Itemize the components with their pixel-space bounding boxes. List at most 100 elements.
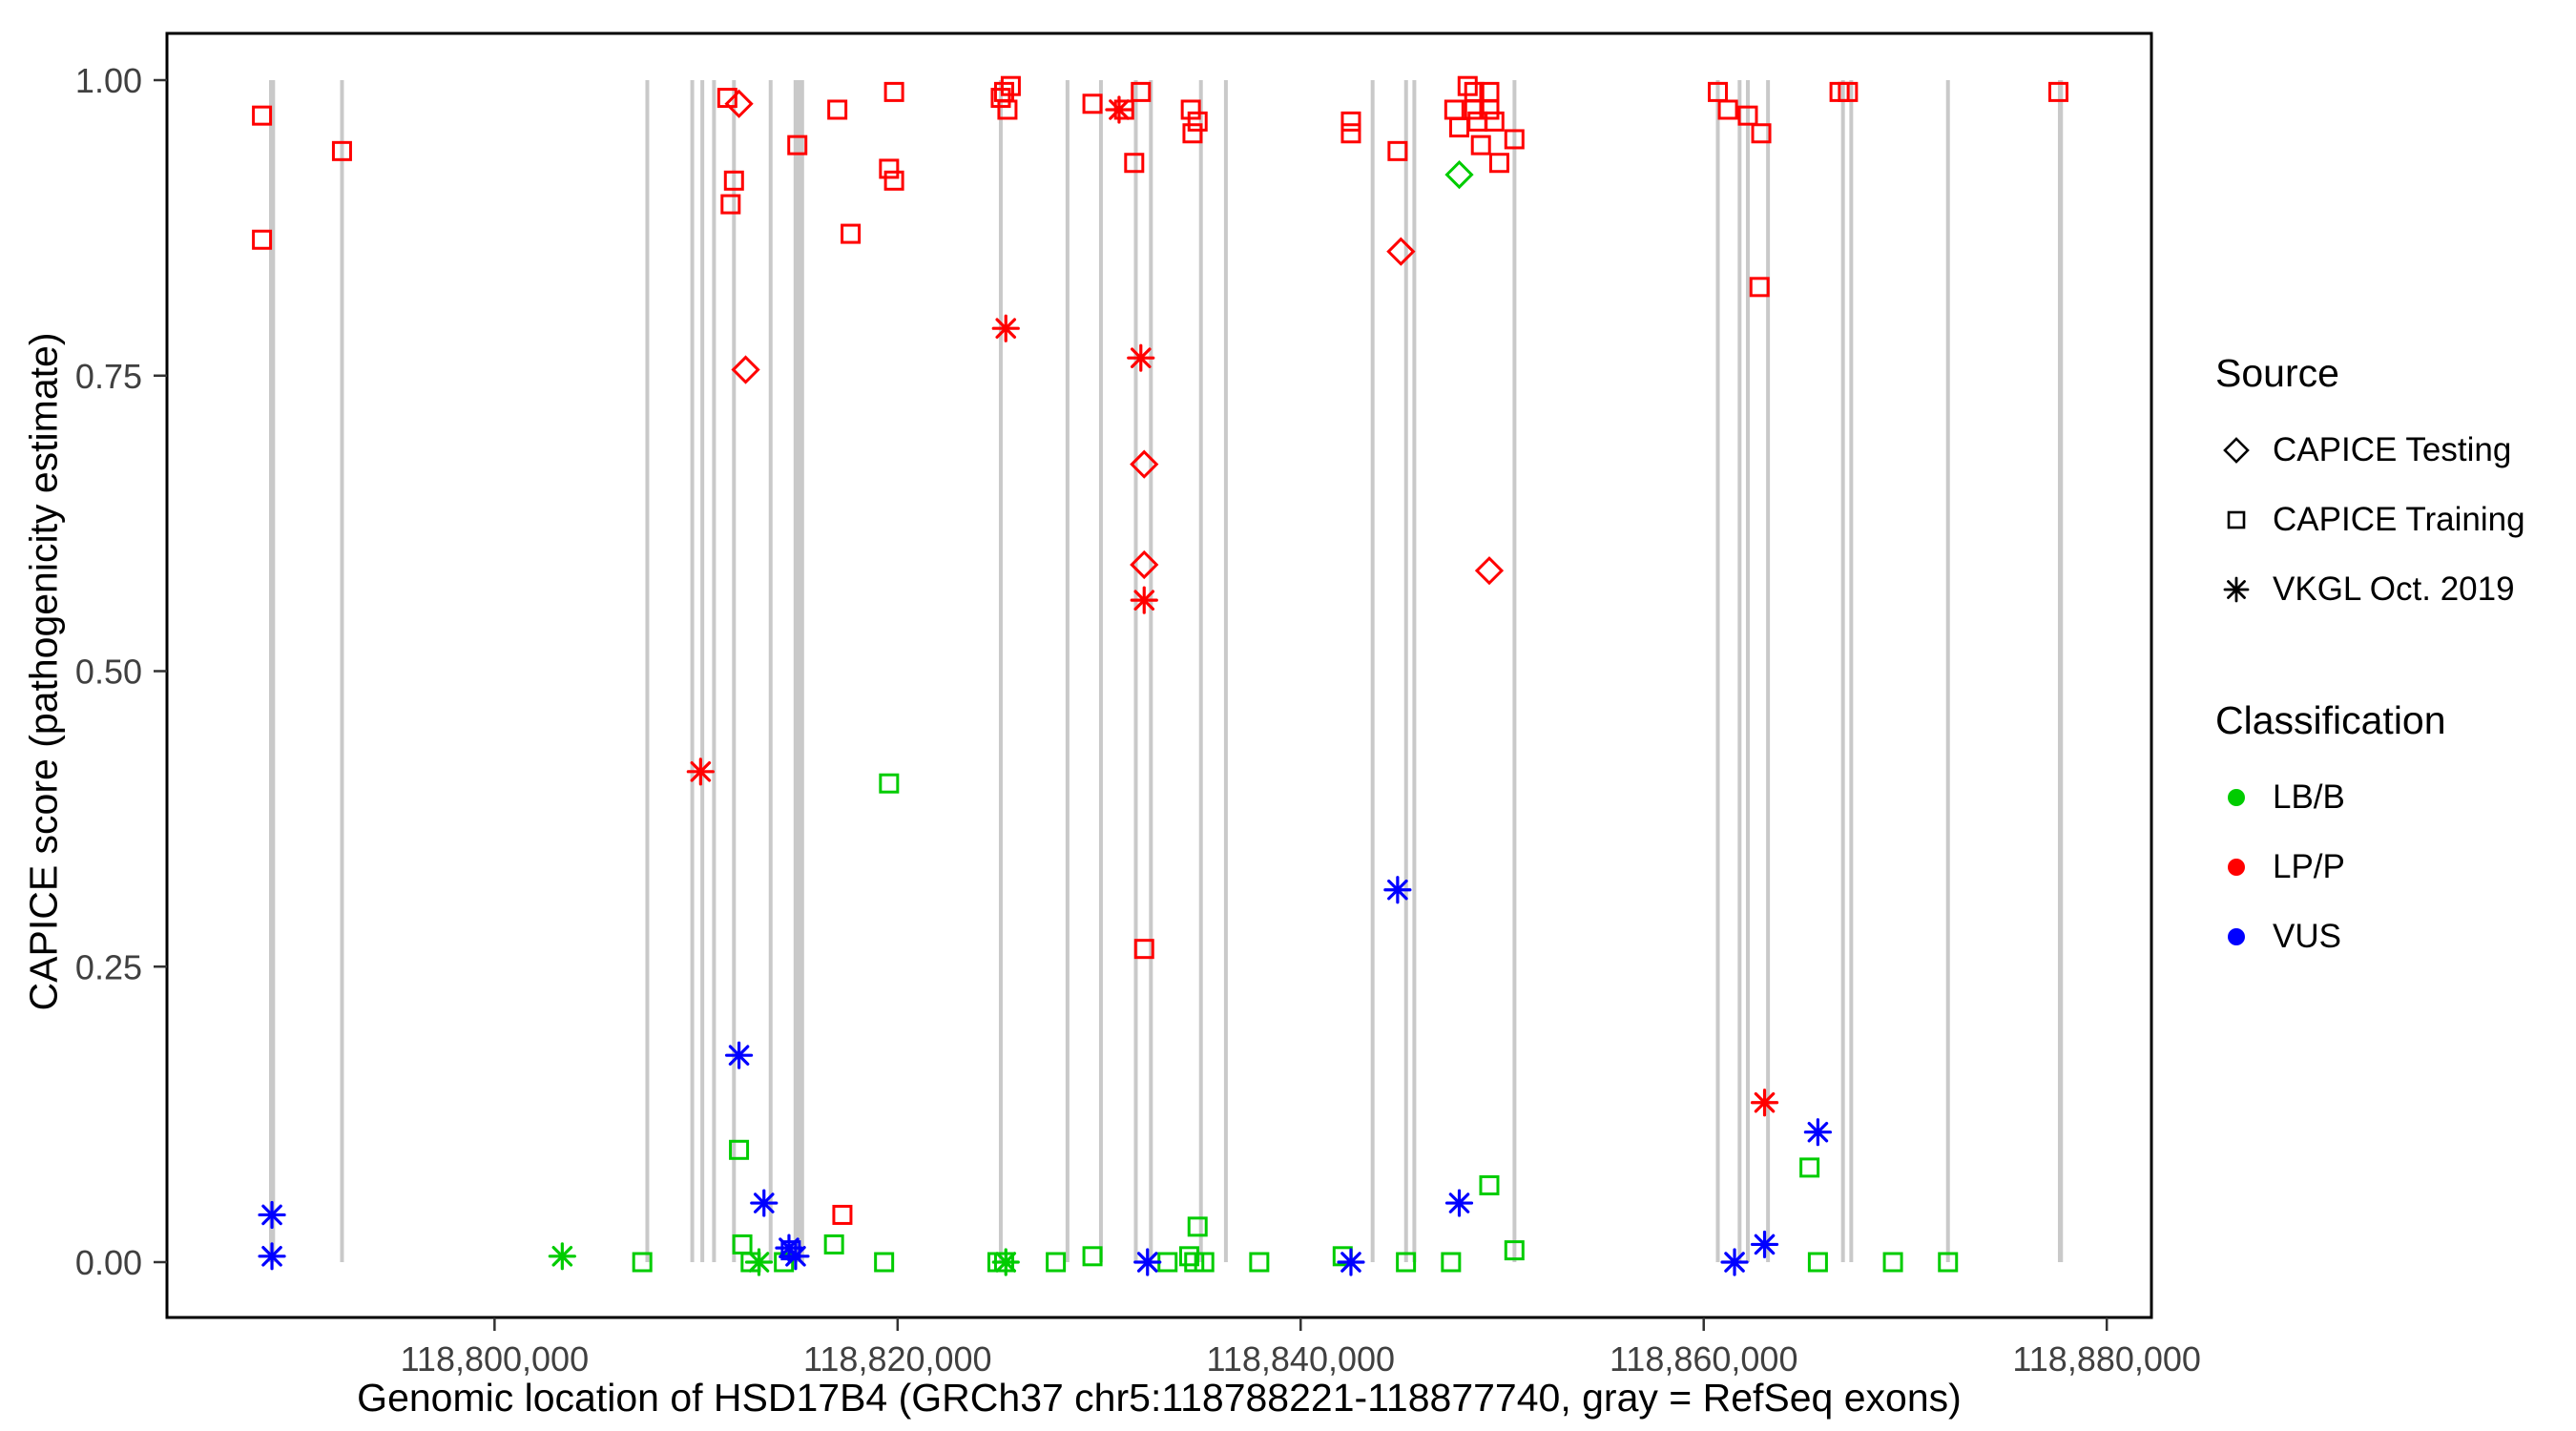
- data-point: [1082, 93, 1103, 114]
- x-tick-label: 118,840,000: [1207, 1339, 1396, 1379]
- x-tick-label: 118,880,000: [2012, 1339, 2201, 1379]
- data-point: [1479, 1174, 1500, 1195]
- data-point: [1444, 1189, 1474, 1217]
- data-point: [744, 1248, 774, 1276]
- data-point: [1194, 1252, 1215, 1273]
- y-tick-label: 0.00: [75, 1243, 142, 1282]
- data-point: [1504, 1240, 1525, 1261]
- data-point: [331, 140, 352, 161]
- legend-item-lbb: LB/B: [2215, 762, 2568, 832]
- data-point: [1127, 343, 1155, 372]
- exon-lines: [269, 80, 2064, 1262]
- data-point: [1470, 135, 1491, 156]
- data-point: [879, 773, 900, 794]
- data-point: [1750, 1230, 1779, 1259]
- data-point: [1000, 75, 1021, 96]
- data-point: [1337, 1248, 1365, 1276]
- data-point: [1484, 111, 1505, 132]
- data-point: [686, 757, 715, 786]
- data-point: [1444, 159, 1474, 190]
- y-tick-label: 1.00: [75, 61, 142, 100]
- data-point: [1720, 1248, 1749, 1276]
- data-point: [827, 99, 848, 120]
- data-point: [1187, 1216, 1208, 1237]
- data-point: [1488, 153, 1509, 174]
- data-point: [1249, 1252, 1270, 1273]
- data-point: [1882, 1252, 1903, 1273]
- data-point: [1130, 550, 1159, 580]
- data-point: [252, 105, 273, 126]
- legend-classification-title: Classification: [2215, 698, 2446, 742]
- data-point: [724, 89, 754, 118]
- legend-item-capice-testing: CAPICE Testing: [2215, 415, 2568, 485]
- plot-panel: [165, 31, 2153, 1319]
- data-point: [724, 1041, 754, 1069]
- data-point: [787, 135, 808, 156]
- data-point: [1131, 81, 1152, 102]
- legend-item-lpp: LP/P: [2215, 832, 2568, 902]
- legend-item-label: VKGL Oct. 2019: [2273, 570, 2515, 608]
- data-point: [1749, 277, 1770, 298]
- data-point: [750, 1189, 779, 1217]
- y-tick-label: 0.75: [75, 357, 142, 396]
- data-point: [841, 223, 862, 244]
- data-point: [1105, 95, 1133, 124]
- legend-item-vkgl: VKGL Oct. 2019: [2215, 554, 2568, 624]
- data-point: [1133, 939, 1154, 960]
- data-point: [1807, 1252, 1828, 1273]
- data-point: [1708, 81, 1729, 102]
- data-point: [1479, 99, 1500, 120]
- data-point: [1386, 237, 1416, 266]
- data-point: [1124, 153, 1145, 174]
- y-axis-title: CAPICE score (pathogenicity estimate): [21, 332, 66, 1011]
- data-point: [1046, 1252, 1067, 1273]
- data-point: [1383, 876, 1412, 904]
- data-point: [1750, 1089, 1779, 1117]
- data-point: [729, 1139, 750, 1160]
- data-point: [1504, 129, 1525, 150]
- data-point: [1803, 1118, 1832, 1147]
- x-tick-label: 118,800,000: [401, 1339, 590, 1379]
- x-tick-label: 118,860,000: [1610, 1339, 1798, 1379]
- data-point: [1340, 111, 1361, 132]
- data-point: [874, 1252, 895, 1273]
- data-point: [258, 1200, 286, 1230]
- legend-item-label: CAPICE Training: [2273, 500, 2525, 538]
- data-point: [1130, 586, 1158, 614]
- data-point: [1751, 123, 1772, 144]
- data-points: [252, 75, 2068, 1276]
- x-axis-title: Genomic location of HSD17B4 (GRCh37 chr5…: [357, 1376, 1962, 1420]
- legend-item-label: CAPICE Testing: [2273, 430, 2512, 468]
- diamond-icon: [2223, 436, 2250, 464]
- data-point: [548, 1242, 576, 1271]
- data-point: [781, 1242, 810, 1271]
- y-tick-label: 0.25: [75, 947, 142, 986]
- vus-dot-icon: [2228, 927, 2245, 945]
- data-point: [780, 1240, 801, 1261]
- axes: 118,800,000 118,820,000 118,840,000 118,860…: [75, 61, 2201, 1379]
- data-point: [1187, 111, 1208, 132]
- data-point: [1457, 75, 1478, 96]
- x-tick-label: 118,820,000: [803, 1339, 992, 1379]
- data-point: [1340, 123, 1361, 144]
- data-point: [1441, 1252, 1462, 1273]
- legend-item-capice-training: CAPICE Training: [2215, 485, 2568, 554]
- lpp-dot-icon: [2228, 858, 2245, 876]
- square-icon: [2227, 510, 2246, 529]
- data-point: [1178, 1246, 1199, 1267]
- data-point: [883, 170, 904, 191]
- legend-item-label: LB/B: [2273, 778, 2345, 816]
- asterisk-icon: [2223, 576, 2250, 602]
- data-point: [1737, 105, 1758, 126]
- data-point: [1387, 140, 1408, 161]
- data-point: [723, 170, 744, 191]
- data-point: [991, 314, 1020, 342]
- legend-item-vus: VUS: [2215, 902, 2568, 971]
- data-point: [1396, 1252, 1417, 1273]
- data-point: [883, 81, 904, 102]
- data-point: [879, 158, 900, 179]
- legend-item-label: LP/P: [2273, 847, 2345, 885]
- y-tick-label: 0.50: [75, 653, 142, 692]
- data-point: [1838, 81, 1859, 102]
